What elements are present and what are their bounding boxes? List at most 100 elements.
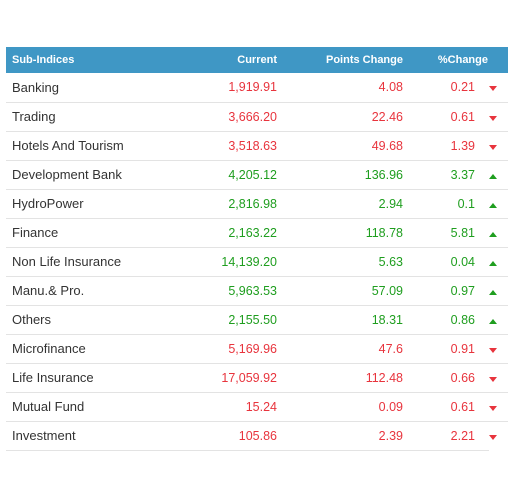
table-header: Sub-Indices Current Points Change %Chang… bbox=[6, 47, 508, 73]
trend-cell bbox=[489, 305, 508, 335]
current-value: 5,169.96 bbox=[181, 334, 283, 364]
points-change: 118.78 bbox=[283, 218, 409, 248]
trend-cell bbox=[489, 189, 508, 219]
sub-index-name: Trading bbox=[6, 102, 181, 132]
sub-indices-table: Sub-Indices Current Points Change %Chang… bbox=[6, 47, 508, 451]
percent-change: 0.61 bbox=[409, 392, 489, 422]
percent-change: 0.21 bbox=[409, 73, 489, 103]
trend-cell bbox=[489, 363, 508, 393]
arrow-down-icon bbox=[489, 405, 497, 411]
points-change: 2.39 bbox=[283, 421, 409, 451]
points-change: 49.68 bbox=[283, 131, 409, 161]
arrow-up-icon bbox=[489, 318, 497, 324]
table-row[interactable]: HydroPower 2,816.98 2.94 0.1 bbox=[6, 189, 508, 219]
points-change: 4.08 bbox=[283, 73, 409, 103]
table-row[interactable]: Life Insurance 17,059.92 112.48 0.66 bbox=[6, 363, 508, 393]
percent-change: 1.39 bbox=[409, 131, 489, 161]
sub-index-name: Development Bank bbox=[6, 160, 181, 190]
trend-cell bbox=[489, 421, 508, 450]
current-value: 2,163.22 bbox=[181, 218, 283, 248]
arrow-up-icon bbox=[489, 173, 497, 179]
table-row[interactable]: Trading 3,666.20 22.46 0.61 bbox=[6, 102, 508, 132]
trend-cell bbox=[489, 334, 508, 364]
table-row[interactable]: Banking 1,919.91 4.08 0.21 bbox=[6, 73, 508, 103]
sub-indices-panel: Sub-Indices Current Points Change %Chang… bbox=[6, 47, 508, 451]
points-change: 112.48 bbox=[283, 363, 409, 393]
current-value: 3,518.63 bbox=[181, 131, 283, 161]
trend-cell bbox=[489, 392, 508, 422]
percent-change: 0.1 bbox=[409, 189, 489, 219]
trend-cell bbox=[489, 131, 508, 161]
current-value: 2,155.50 bbox=[181, 305, 283, 335]
percent-change: 0.04 bbox=[409, 247, 489, 277]
points-change: 47.6 bbox=[283, 334, 409, 364]
sub-index-name: Non Life Insurance bbox=[6, 247, 181, 277]
table-row[interactable]: Investment 105.86 2.39 2.21 bbox=[6, 421, 508, 451]
points-change: 18.31 bbox=[283, 305, 409, 335]
trend-cell bbox=[489, 247, 508, 277]
sub-index-name: Finance bbox=[6, 218, 181, 248]
arrow-down-icon bbox=[489, 115, 497, 121]
header-points-change[interactable]: Points Change bbox=[325, 54, 403, 66]
current-value: 1,919.91 bbox=[181, 73, 283, 103]
current-value: 3,666.20 bbox=[181, 102, 283, 132]
current-value: 105.86 bbox=[181, 421, 283, 451]
points-change: 136.96 bbox=[283, 160, 409, 190]
table-row[interactable]: Microfinance 5,169.96 47.6 0.91 bbox=[6, 334, 508, 364]
arrow-down-icon bbox=[489, 347, 497, 353]
arrow-up-icon bbox=[489, 260, 497, 266]
percent-change: 0.91 bbox=[409, 334, 489, 364]
percent-change: 0.97 bbox=[409, 276, 489, 306]
current-value: 2,816.98 bbox=[181, 189, 283, 219]
arrow-up-icon bbox=[489, 289, 497, 295]
header-sub-indices[interactable]: Sub-Indices bbox=[12, 54, 75, 66]
sub-index-name: Investment bbox=[6, 421, 181, 451]
current-value: 14,139.20 bbox=[181, 247, 283, 277]
trend-cell bbox=[489, 73, 508, 103]
arrow-up-icon bbox=[489, 202, 497, 208]
sub-index-name: Hotels And Tourism bbox=[6, 131, 181, 161]
current-value: 4,205.12 bbox=[181, 160, 283, 190]
arrow-down-icon bbox=[489, 376, 497, 382]
points-change: 57.09 bbox=[283, 276, 409, 306]
trend-cell bbox=[489, 276, 508, 306]
trend-cell bbox=[489, 160, 508, 190]
points-change: 22.46 bbox=[283, 102, 409, 132]
trend-cell bbox=[489, 102, 508, 132]
percent-change: 5.81 bbox=[409, 218, 489, 248]
header-row: Sub-Indices Current Points Change %Chang… bbox=[6, 47, 508, 73]
table-row[interactable]: Development Bank 4,205.12 136.96 3.37 bbox=[6, 160, 508, 190]
table-row[interactable]: Hotels And Tourism 3,518.63 49.68 1.39 bbox=[6, 131, 508, 161]
sub-index-name: Mutual Fund bbox=[6, 392, 181, 422]
sub-index-name: HydroPower bbox=[6, 189, 181, 219]
table-body: Banking 1,919.91 4.08 0.21 Trading 3,666.20 22… bbox=[6, 73, 508, 451]
arrow-down-icon bbox=[489, 434, 497, 440]
arrow-down-icon bbox=[489, 86, 497, 92]
percent-change: 0.61 bbox=[409, 102, 489, 132]
arrow-down-icon bbox=[489, 144, 497, 150]
sub-index-name: Microfinance bbox=[6, 334, 181, 364]
sub-index-name: Manu.& Pro. bbox=[6, 276, 181, 306]
table-row[interactable]: Others 2,155.50 18.31 0.86 bbox=[6, 305, 508, 335]
points-change: 2.94 bbox=[283, 189, 409, 219]
table-row[interactable]: Mutual Fund 15.24 0.09 0.61 bbox=[6, 392, 508, 422]
arrow-up-icon bbox=[489, 231, 497, 237]
percent-change: 0.86 bbox=[409, 305, 489, 335]
trend-cell bbox=[489, 218, 508, 248]
points-change: 0.09 bbox=[283, 392, 409, 422]
current-value: 5,963.53 bbox=[181, 276, 283, 306]
percent-change: 3.37 bbox=[409, 160, 489, 190]
current-value: 17,059.92 bbox=[181, 363, 283, 393]
sub-index-name: Others bbox=[6, 305, 181, 335]
sub-index-name: Banking bbox=[6, 73, 181, 103]
percent-change: 0.66 bbox=[409, 363, 489, 393]
table-row[interactable]: Finance 2,163.22 118.78 5.81 bbox=[6, 218, 508, 248]
points-change: 5.63 bbox=[283, 247, 409, 277]
percent-change: 2.21 bbox=[409, 421, 489, 451]
table-row[interactable]: Manu.& Pro. 5,963.53 57.09 0.97 bbox=[6, 276, 508, 306]
current-value: 15.24 bbox=[181, 392, 283, 422]
header-current[interactable]: Current bbox=[237, 54, 277, 66]
header-percent-change[interactable]: %Change bbox=[437, 54, 488, 66]
sub-index-name: Life Insurance bbox=[6, 363, 181, 393]
table-row[interactable]: Non Life Insurance 14,139.20 5.63 0.04 bbox=[6, 247, 508, 277]
